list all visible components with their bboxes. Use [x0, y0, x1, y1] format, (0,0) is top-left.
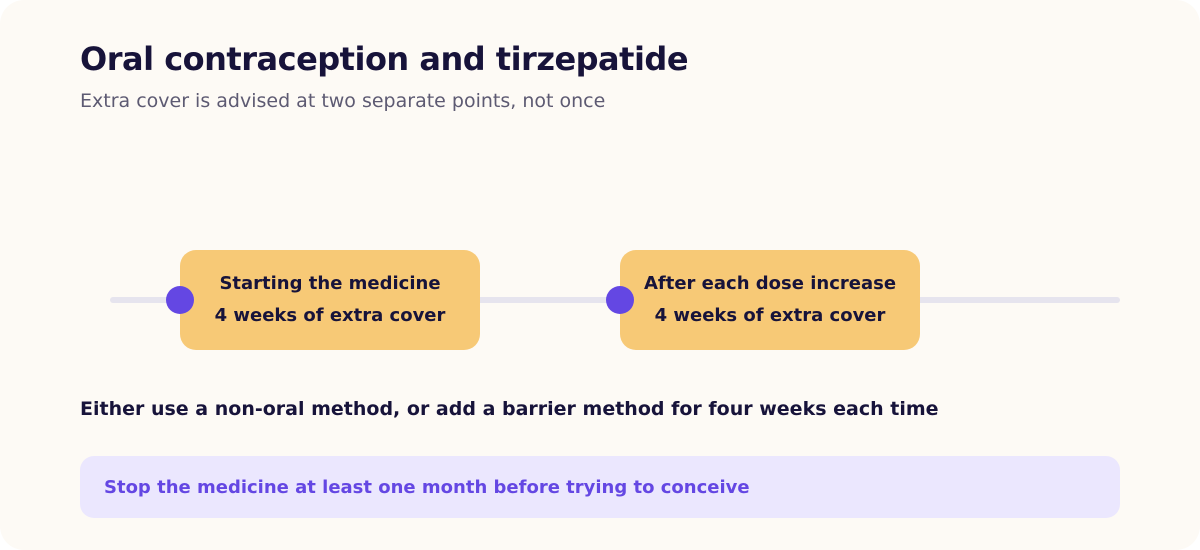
timeline-marker-starting: [166, 286, 194, 314]
timeline-box-detail: 4 weeks of extra cover: [214, 305, 446, 326]
page-title: Oral contraception and tirzepatide: [80, 40, 689, 78]
timeline-box-dose-increase: After each dose increase 4 weeks of extr…: [620, 250, 920, 350]
timeline-marker-dose-increase: [606, 286, 634, 314]
page-subtitle: Extra cover is advised at two separate p…: [80, 90, 606, 112]
timeline-box-detail: 4 weeks of extra cover: [654, 305, 886, 326]
banner-text: Stop the medicine at least one month bef…: [104, 476, 750, 498]
advice-text: Either use a non-oral method, or add a b…: [80, 398, 939, 420]
timeline-box-starting: Starting the medicine 4 weeks of extra c…: [180, 250, 480, 350]
timeline-box-label: After each dose increase: [643, 273, 897, 294]
timeline-box-label: Starting the medicine: [219, 273, 441, 294]
conception-banner: Stop the medicine at least one month bef…: [80, 456, 1120, 518]
